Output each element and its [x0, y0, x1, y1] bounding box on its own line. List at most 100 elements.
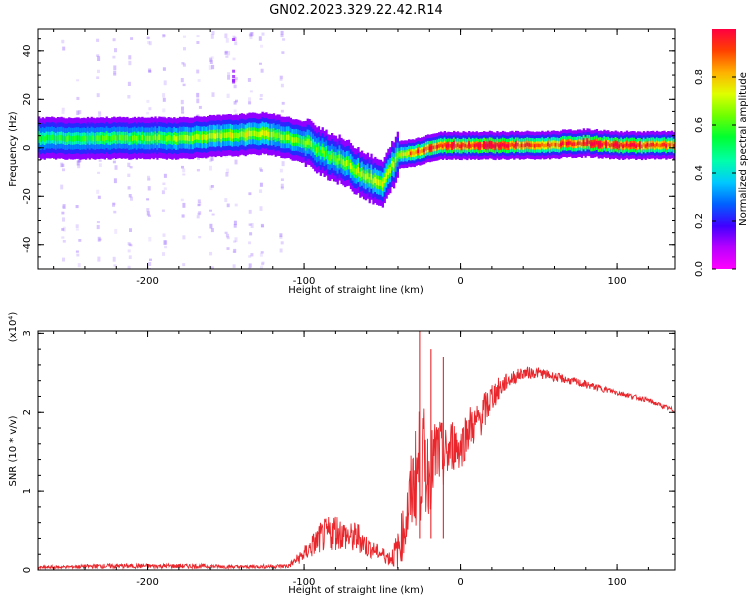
spectrogram-panel: -200 -100 0 100-40-2002040 Height of straig…	[8, 29, 677, 296]
spectrogram-noise-speck	[199, 106, 202, 109]
spectrogram-noise-speck	[279, 233, 282, 237]
spectrogram-noise-speck	[234, 109, 237, 112]
spectrogram-noise-speck	[227, 204, 230, 208]
spectrogram-noise-speck	[234, 41, 237, 45]
spectrogram-noise-speck	[212, 92, 215, 97]
colorbar-tick-label: 0.4	[694, 165, 705, 181]
spectrogram-noise-speck	[98, 237, 101, 242]
spectrogram-noise-speck	[209, 166, 212, 171]
spectrogram-noise-speck	[232, 70, 235, 73]
snr-y-tick-label: 1	[22, 488, 33, 494]
spectrogram-noise-speck	[128, 55, 131, 59]
spectrogram-noise-speck	[96, 39, 99, 42]
snr-y-tick-label: 2	[22, 409, 33, 415]
spectrogram-noise-speck	[162, 252, 165, 256]
spectrogram-noise-speck	[76, 97, 79, 100]
spectrogram-noise-speck	[260, 94, 263, 97]
spectrogram-noise-speck	[280, 76, 283, 81]
colorbar-tick-label: 0.2	[694, 213, 705, 229]
snr-x-tick-label: -200	[136, 577, 159, 588]
spectrogram-noise-speck	[211, 228, 214, 232]
spectrogram-noise-speck	[182, 203, 185, 208]
spectrogram-noise-speck	[250, 90, 253, 92]
spectrogram-noise-speck	[97, 172, 100, 174]
colorbar-tick-label: 0.0	[694, 261, 705, 277]
spectrogram-noise-speck	[227, 236, 230, 239]
spectrogram-noise-speck	[198, 236, 201, 238]
spectrogram-noise-speck	[259, 36, 262, 41]
spectrogram-noise-speck	[182, 263, 185, 266]
spectrogram-noise-speck	[113, 74, 116, 76]
spectrogram-noise-speck	[62, 111, 65, 114]
spectrogram-noise-speck	[62, 47, 65, 51]
spectrogram-noise-speck	[62, 217, 65, 221]
figure-title: GN02.2023.329.22.42.R14	[269, 3, 443, 18]
spectrogram-noise-speck	[232, 75, 235, 78]
spectrogram-y-tick-label: -20	[22, 188, 33, 204]
spectrogram-noise-speck	[209, 210, 212, 212]
spectrogram-noise-speck	[113, 211, 116, 214]
spectrogram-noise-speck	[260, 253, 263, 257]
snr-x-label: Height of straight line (km)	[288, 585, 424, 596]
spectrogram-noise-speck	[162, 108, 165, 112]
spectrogram-noise-speck	[196, 93, 199, 98]
spectrogram-noise-speck	[249, 210, 252, 214]
spectrogram-noise-speck	[211, 268, 214, 272]
spectrogram-noise-speck	[149, 259, 152, 261]
spectrogram-noise-speck	[197, 213, 200, 216]
spectrogram-noise-speck	[130, 37, 133, 40]
spectrogram-noise-speck	[76, 251, 79, 253]
spectrogram-noise-speck	[196, 70, 199, 74]
spectrogram-noise-speck	[61, 228, 64, 231]
spectrogram-noise-speck	[162, 190, 165, 194]
spectrogram-noise-speck	[129, 255, 132, 259]
spectrogram-noise-speck	[181, 100, 184, 104]
spectrogram-noise-speck	[227, 75, 230, 80]
spectrogram-noise-speck	[61, 40, 64, 44]
spectrogram-noise-speck	[163, 35, 166, 37]
spectrogram-noise-speck	[181, 78, 184, 82]
spectrogram-noise-speck	[128, 266, 131, 269]
spectrogram-noise-speck	[182, 174, 185, 176]
spectrogram-noise-speck	[128, 61, 131, 65]
spectrogram-noise-speck	[148, 186, 151, 190]
spectrogram-noise-speck	[60, 185, 63, 190]
spectrogram-noise-speck	[183, 36, 186, 38]
spectrogram-noise-speck	[163, 233, 166, 237]
spectrogram-noise-speck	[232, 81, 235, 84]
colorbar-gradient	[712, 29, 736, 269]
spectrogram-noise-speck	[78, 110, 81, 114]
spectrogram-noise-speck	[212, 214, 215, 216]
spectrogram-noise-speck	[162, 210, 165, 212]
spectrogram-noise-speck	[182, 235, 185, 239]
spectrogram-noise-speck	[99, 160, 102, 162]
spectrogram-noise-speck	[146, 112, 149, 115]
spectrogram-y-tick-label: 40	[22, 44, 33, 57]
spectrogram-noise-speck	[233, 249, 236, 253]
spectrogram-noise-speck	[112, 203, 115, 207]
spectrogram-noise-speck	[282, 161, 285, 166]
spectrogram-noise-speck	[248, 192, 251, 195]
spectrogram-noise-speck	[62, 168, 65, 171]
spectrogram-noise-speck	[148, 107, 151, 110]
spectrogram-noise-speck	[260, 45, 263, 48]
spectrogram-noise-speck	[164, 80, 167, 85]
spectrogram-noise-speck	[148, 237, 151, 242]
spectrogram-noise-speck	[63, 240, 66, 243]
spectrogram-noise-speck	[227, 51, 230, 55]
spectrogram-noise-speck	[226, 38, 229, 43]
spectrogram-noise-speck	[259, 189, 262, 193]
spectrogram-noise-speck	[259, 63, 262, 65]
spectrogram-noise-speck	[181, 107, 184, 111]
spectrogram-noise-speck	[209, 224, 212, 229]
spectrogram-noise-speck	[96, 76, 99, 79]
spectrogram-y-tick-label: 0	[22, 145, 33, 151]
spectrogram-noise-speck	[282, 38, 285, 41]
spectrogram-noise-speck	[97, 221, 100, 223]
spectrogram-noise-speck	[162, 183, 165, 186]
spectrogram-noise-speck	[280, 169, 283, 173]
spectrogram-noise-speck	[281, 84, 284, 88]
colorbar-tick-label: 0.6	[694, 117, 705, 133]
spectrogram-noise-speck	[211, 185, 214, 188]
spectrogram-noise-speck	[262, 33, 265, 36]
